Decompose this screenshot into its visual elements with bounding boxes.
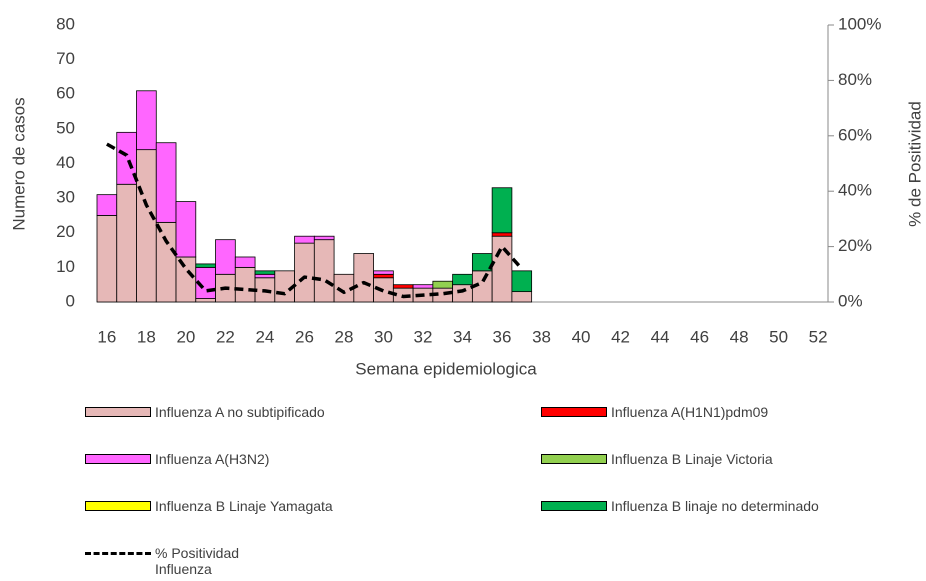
bar-segment bbox=[254, 270, 276, 275]
legend-item: Influenza A(H3N2) bbox=[85, 451, 269, 467]
bar-segment bbox=[195, 263, 216, 268]
y2-tick-label: 100% bbox=[838, 14, 881, 33]
bar-segment bbox=[175, 256, 197, 303]
legend-swatch bbox=[541, 501, 607, 511]
x-tick-label: 46 bbox=[690, 327, 709, 346]
legend-swatch bbox=[85, 501, 151, 511]
x-tick-label: 38 bbox=[532, 327, 551, 346]
x-tick-label: 40 bbox=[572, 327, 591, 346]
y-tick-label: 10 bbox=[56, 257, 75, 276]
bar-segment bbox=[136, 90, 157, 151]
x-axis-label: Semana epidemiologica bbox=[355, 359, 537, 378]
legend-item: % Positividad Influenza bbox=[85, 545, 265, 577]
legend-label: Influenza B Linaje Yamagata bbox=[155, 498, 333, 514]
y2-tick-label: 80% bbox=[838, 70, 872, 89]
y2-tick-label: 20% bbox=[838, 236, 872, 255]
bar-segment bbox=[491, 187, 513, 234]
legend-label: % Positividad Influenza bbox=[155, 545, 240, 577]
legend-swatch bbox=[541, 407, 607, 417]
x-tick-label: 44 bbox=[651, 327, 670, 346]
y-tick-label: 60 bbox=[56, 84, 75, 103]
bar-segment bbox=[175, 201, 197, 258]
bar-segment bbox=[432, 280, 454, 289]
y2-tick-label: 0% bbox=[838, 291, 863, 310]
bar-segment bbox=[294, 242, 315, 303]
legend-swatch bbox=[85, 454, 151, 464]
y-tick-label: 20 bbox=[56, 222, 75, 241]
legend-swatch bbox=[85, 552, 151, 555]
x-tick-label: 28 bbox=[334, 327, 353, 346]
bar-segment bbox=[373, 273, 394, 279]
legend-label: Influenza A(H1N1)pdm09 bbox=[611, 404, 769, 420]
x-tick-label: 18 bbox=[137, 327, 156, 346]
x-tick-label: 16 bbox=[97, 327, 116, 346]
bar-segment bbox=[254, 273, 276, 279]
bar-segment bbox=[373, 270, 394, 275]
y-tick-label: 0 bbox=[66, 291, 75, 310]
bar-segment bbox=[313, 239, 335, 303]
bar-segment bbox=[452, 284, 473, 303]
bar-segment bbox=[234, 256, 256, 268]
legend-label: Influenza A(H3N2) bbox=[155, 451, 270, 467]
bar-segment bbox=[96, 194, 118, 216]
y2-axis-label: % de Positividad bbox=[905, 101, 924, 227]
bar-segment bbox=[294, 235, 315, 244]
y-tick-label: 80 bbox=[56, 14, 75, 33]
x-tick-label: 26 bbox=[295, 327, 314, 346]
y-tick-label: 70 bbox=[56, 49, 75, 68]
bar-segment bbox=[155, 221, 177, 303]
y-tick-label: 50 bbox=[56, 118, 75, 137]
legend-item: Influenza B linaje no determinado bbox=[541, 498, 819, 514]
y2-tick-label: 60% bbox=[838, 125, 872, 144]
bar-segment bbox=[511, 291, 533, 303]
bar-segment bbox=[96, 215, 118, 303]
legend-item: Influenza A no subtipificado bbox=[85, 404, 325, 420]
bar-segment bbox=[353, 253, 374, 303]
legend-swatch bbox=[85, 407, 151, 417]
x-tick-label: 30 bbox=[374, 327, 393, 346]
x-tick-label: 24 bbox=[255, 327, 274, 346]
x-tick-label: 48 bbox=[730, 327, 749, 346]
bar-segment bbox=[412, 284, 434, 289]
x-tick-label: 50 bbox=[769, 327, 788, 346]
bar-segment bbox=[491, 232, 513, 237]
bar-segment bbox=[491, 235, 513, 303]
bar-segment bbox=[195, 298, 216, 303]
legend-swatch bbox=[541, 454, 607, 464]
legend-label: Influenza A no subtipificado bbox=[155, 404, 325, 420]
y-tick-label: 30 bbox=[56, 188, 75, 207]
legend-label: Influenza B linaje no determinado bbox=[611, 498, 819, 514]
bar-segment bbox=[116, 183, 137, 303]
legend-item: Influenza A(H1N1)pdm09 bbox=[541, 404, 768, 420]
legend-item: Influenza B Linaje Yamagata bbox=[85, 498, 333, 514]
x-tick-label: 42 bbox=[611, 327, 630, 346]
bar-segment bbox=[234, 266, 256, 303]
bar-segment bbox=[313, 235, 335, 241]
x-tick-label: 20 bbox=[176, 327, 195, 346]
y-tick-label: 40 bbox=[56, 153, 75, 172]
x-tick-label: 52 bbox=[809, 327, 828, 346]
y-axis-label: Numero de casos bbox=[9, 97, 28, 230]
bar-segment bbox=[392, 284, 414, 289]
positivity-line bbox=[106, 142, 524, 299]
y2-tick-label: 40% bbox=[838, 181, 872, 200]
bar-segment bbox=[155, 142, 177, 223]
bar-segment bbox=[215, 239, 236, 275]
x-tick-label: 36 bbox=[493, 327, 512, 346]
bar-segment bbox=[452, 273, 473, 286]
legend-item: Influenza B Linaje Victoria bbox=[541, 451, 773, 467]
x-tick-label: 34 bbox=[453, 327, 472, 346]
bar-segment bbox=[136, 149, 157, 303]
x-tick-label: 32 bbox=[414, 327, 433, 346]
x-tick-label: 22 bbox=[216, 327, 235, 346]
bar-segment bbox=[511, 270, 533, 293]
legend-label: Influenza B Linaje Victoria bbox=[611, 451, 773, 467]
